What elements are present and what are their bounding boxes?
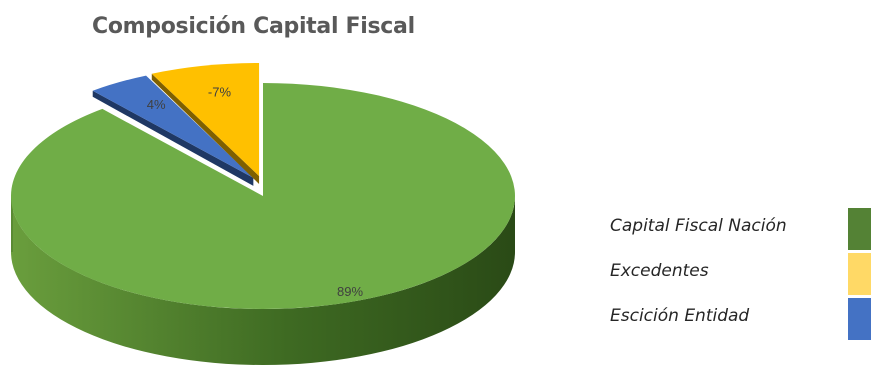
chart-title: Composición Capital Fiscal — [92, 14, 415, 39]
slice-escici-n-entidad — [92, 75, 254, 178]
data-label: -7% — [208, 85, 232, 100]
legend-label: Escición Entidad — [610, 306, 750, 326]
legend-swatch-blue — [848, 298, 871, 340]
data-label: 4% — [147, 97, 166, 112]
legend-swatch-green — [848, 208, 871, 250]
legend-label: Capital Fiscal Nación — [610, 216, 787, 236]
legend-item-escicion-entidad: Escición Entidad — [610, 298, 871, 340]
slice-capital-fiscal-naci-n — [10, 83, 516, 309]
slice-excedentes — [151, 62, 260, 176]
legend-item-capital-fiscal-nacion: Capital Fiscal Nación — [610, 208, 871, 250]
legend-label: Excedentes — [610, 261, 709, 281]
data-label: 89% — [337, 284, 363, 299]
slice-side-wall — [11, 196, 515, 365]
slice-edge — [151, 73, 260, 184]
pie-labels: 89% 4% -7% — [147, 85, 364, 299]
legend-swatch-yellow — [848, 253, 871, 295]
pie-slices — [10, 62, 516, 365]
legend-item-excedentes: Excedentes — [610, 253, 871, 295]
slice-edge — [92, 90, 254, 186]
